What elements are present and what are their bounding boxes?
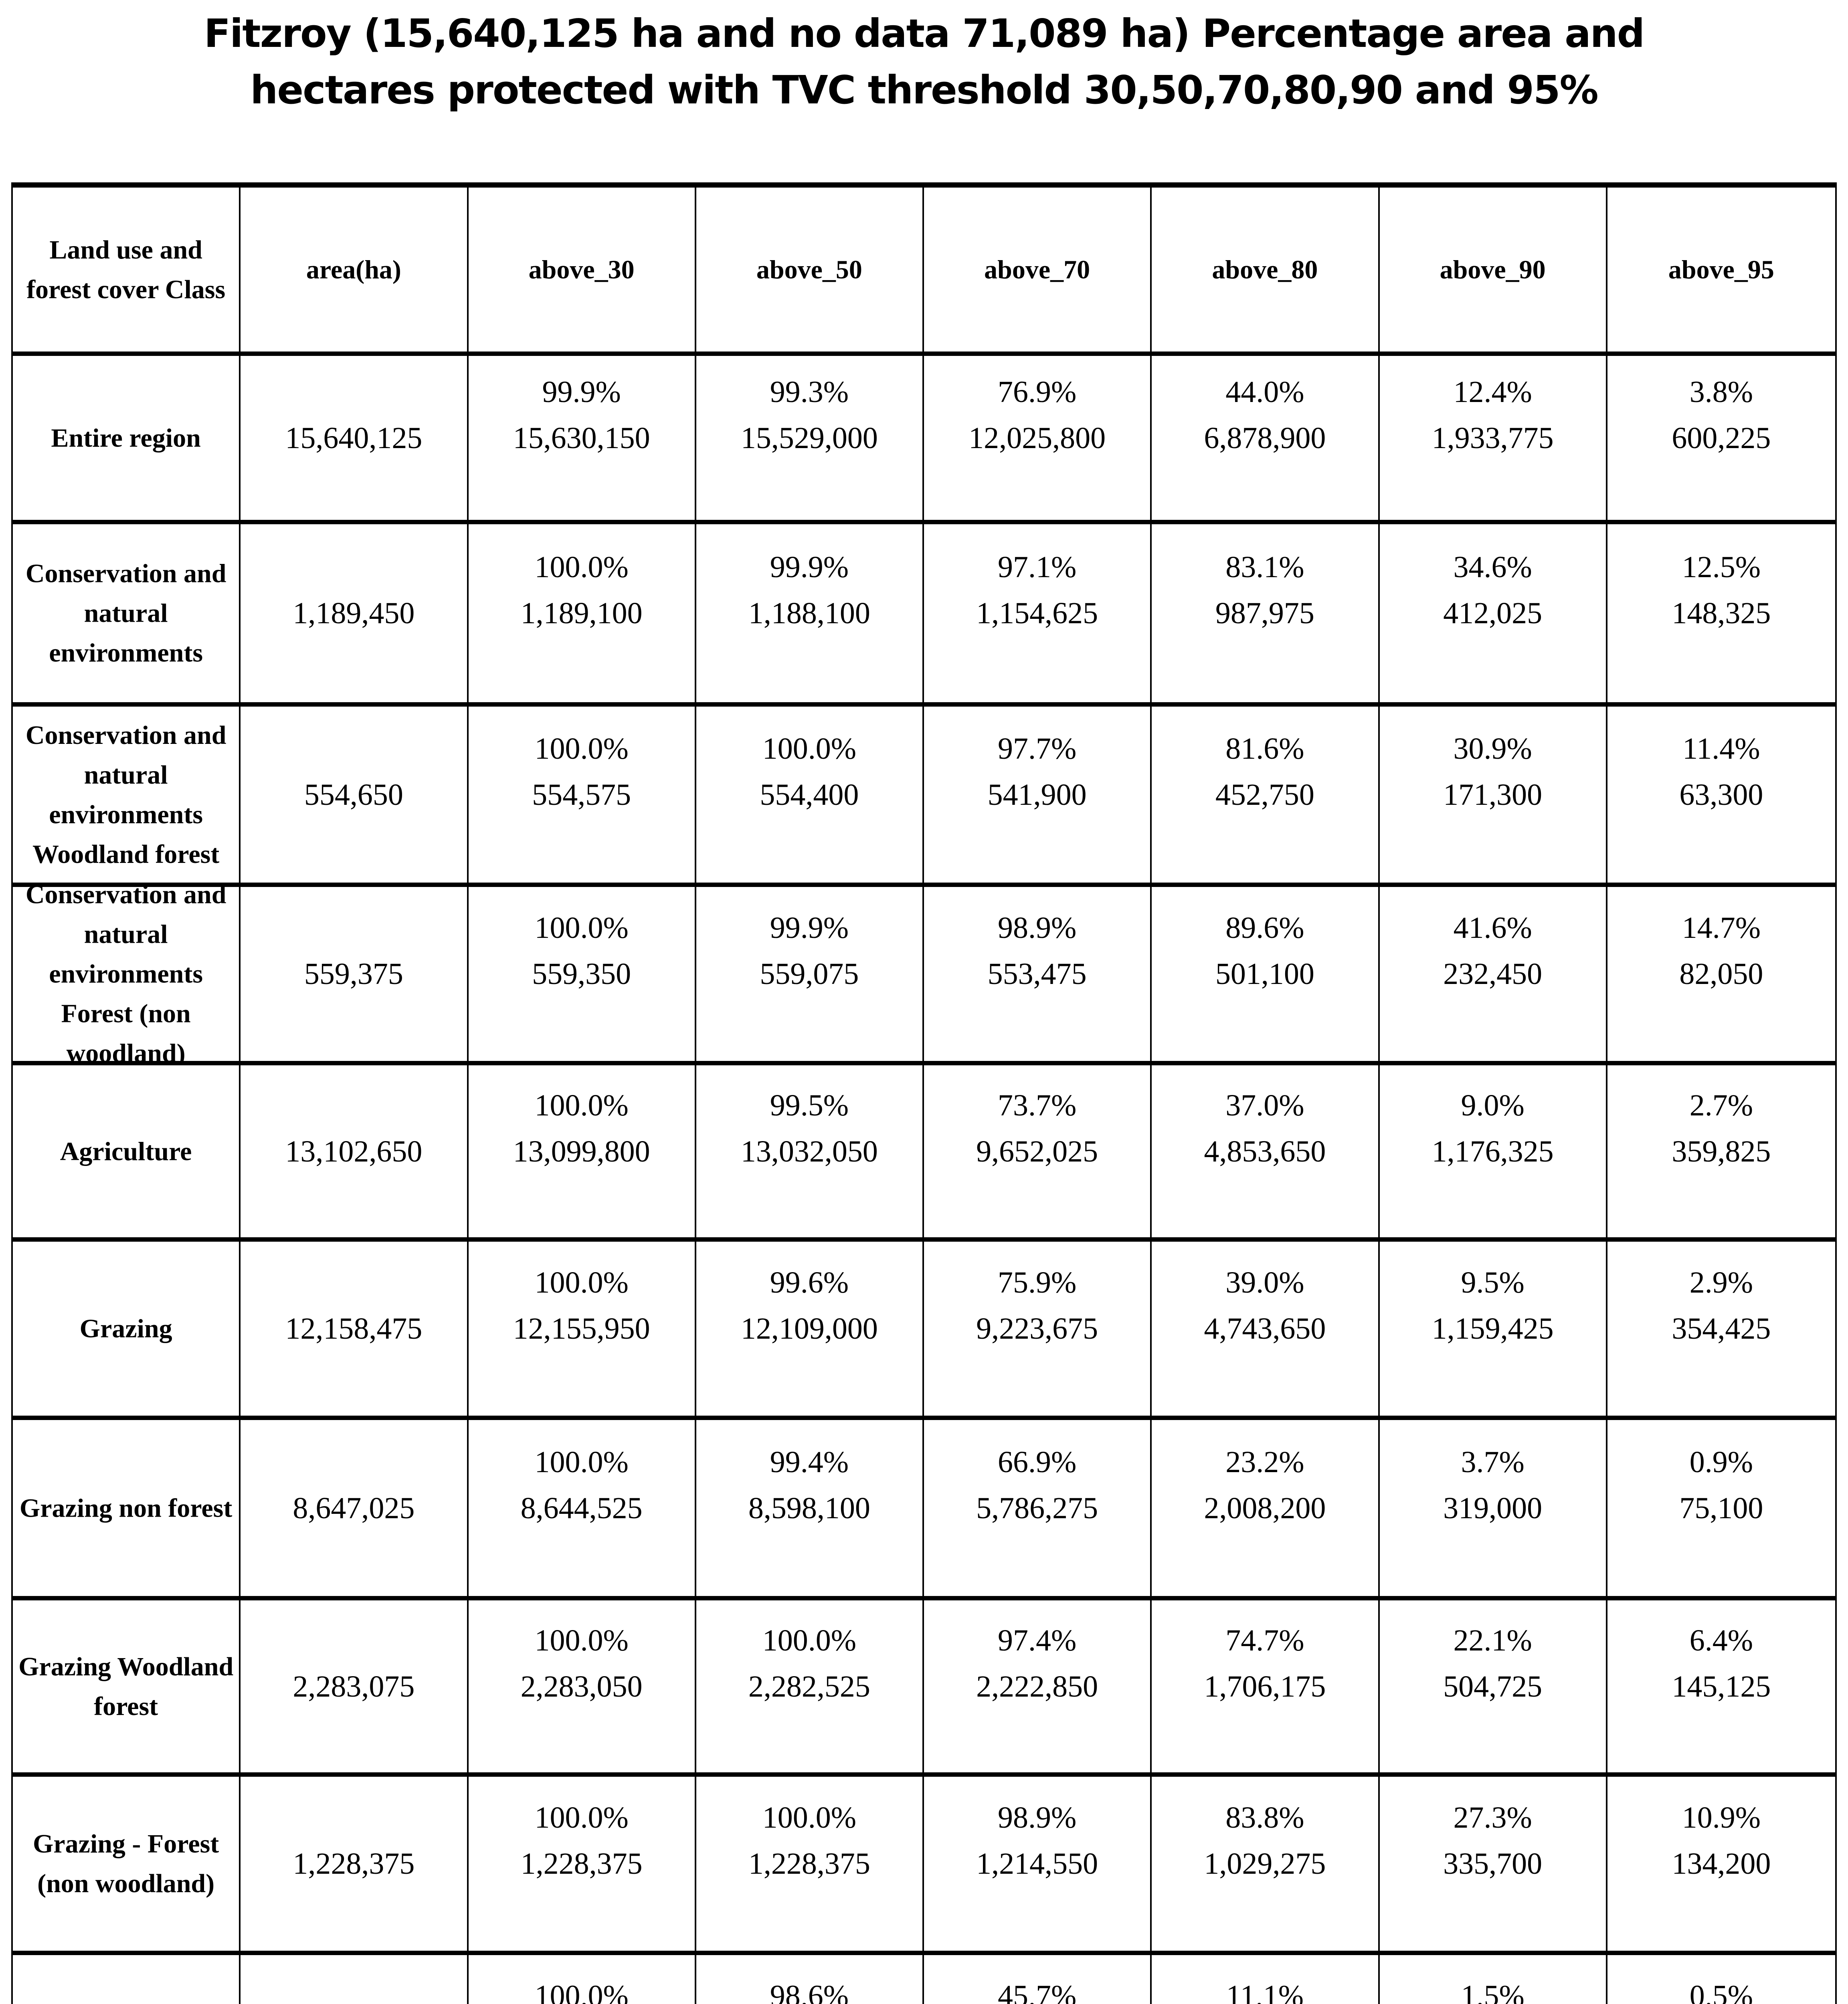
table-cell: 14.7% 82,050 — [1607, 887, 1835, 1065]
table-cell: 34.6% 412,025 — [1379, 524, 1607, 707]
table-cell: 1.5%12,550 — [1379, 1955, 1607, 2004]
page-title: Fitzroy (15,640,125 ha and no data 71,08… — [192, 6, 1656, 118]
table-cell: 83.8% 1,029,275 — [1152, 1777, 1380, 1955]
page-title-line2: hectares protected with TVC threshold 30… — [250, 67, 1598, 113]
table-cell: 98.9% 1,214,550 — [924, 1777, 1152, 1955]
table-cell-area: 812,825 — [241, 1955, 469, 2004]
table-cell: 75.9% 9,223,675 — [924, 1242, 1152, 1420]
table-row-label: Grazing — [13, 1242, 241, 1420]
table-cell: 73.7% 9,652,025 — [924, 1065, 1152, 1242]
table-cell: 11.4% 63,300 — [1607, 707, 1835, 887]
table-cell: 100.0% 12,155,950 — [468, 1242, 696, 1420]
table-row-label: Cropping — [13, 1955, 241, 2004]
table-cell: 100.0% 8,644,525 — [468, 1420, 696, 1600]
table-cell: 100.0% 2,282,525 — [696, 1600, 924, 1777]
table-cell-area: 15,640,125 — [241, 356, 469, 524]
table-cell-area: 554,650 — [241, 707, 469, 887]
table-cell: 100.0% 554,400 — [696, 707, 924, 887]
table-cell: 81.6% 452,750 — [1152, 707, 1380, 887]
table-row-label: Conservation and natural environments Wo… — [13, 707, 241, 887]
header-above-95: above_95 — [1607, 188, 1835, 356]
table-cell: 99.5% 13,032,050 — [696, 1065, 924, 1242]
table-cell: 100.0% 2,283,050 — [468, 1600, 696, 1777]
table-cell: 98.6%801,125 — [696, 1955, 924, 2004]
table-cell: 66.9% 5,786,275 — [924, 1420, 1152, 1600]
table-cell-area: 2,283,075 — [241, 1600, 469, 1777]
table-cell-area: 1,228,375 — [241, 1777, 469, 1955]
header-above-50: above_50 — [696, 188, 924, 356]
table-cell: 100.0% 13,099,800 — [468, 1065, 696, 1242]
table-cell: 12.5% 148,325 — [1607, 524, 1835, 707]
table-cell: 99.9% 559,075 — [696, 887, 924, 1065]
table-cell: 39.0% 4,743,650 — [1152, 1242, 1380, 1420]
table-cell: 99.9% 1,188,100 — [696, 524, 924, 707]
table-cell: 0.5%3,850 — [1607, 1955, 1835, 2004]
header-above-80: above_80 — [1152, 188, 1380, 356]
table-cell: 3.8% 600,225 — [1607, 356, 1835, 524]
table-row-label: Entire region — [13, 356, 241, 524]
table-cell-area: 1,189,450 — [241, 524, 469, 707]
table-cell: 99.6% 12,109,000 — [696, 1242, 924, 1420]
table-cell: 0.9% 75,100 — [1607, 1420, 1835, 1600]
table-cell: 11.1%90,300 — [1152, 1955, 1380, 2004]
table-cell: 23.2% 2,008,200 — [1152, 1420, 1380, 1600]
table-cell: 100.0% 1,228,375 — [696, 1777, 924, 1955]
table-cell: 89.6% 501,100 — [1152, 887, 1380, 1065]
table-cell: 99.9% 15,630,150 — [468, 356, 696, 524]
data-table: Land use and forest cover Class area(ha)… — [11, 182, 1837, 2004]
table-cell: 12.4% 1,933,775 — [1379, 356, 1607, 524]
table-cell: 100.0% 554,575 — [468, 707, 696, 887]
table-cell-area: 12,158,475 — [241, 1242, 469, 1420]
table-cell: 45.7%371,075 — [924, 1955, 1152, 2004]
header-area: area(ha) — [241, 188, 469, 356]
header-above-90: above_90 — [1379, 188, 1607, 356]
table-row-label: Agriculture — [13, 1065, 241, 1242]
table-row-label: Grazing non forest — [13, 1420, 241, 1600]
table-cell: 100.0%812,525 — [468, 1955, 696, 2004]
table-cell: 10.9% 134,200 — [1607, 1777, 1835, 1955]
table-cell: 83.1% 987,975 — [1152, 524, 1380, 707]
table-cell: 100.0% 1,189,100 — [468, 524, 696, 707]
table-cell: 44.0% 6,878,900 — [1152, 356, 1380, 524]
table-cell: 41.6% 232,450 — [1379, 887, 1607, 1065]
table-cell: 9.5% 1,159,425 — [1379, 1242, 1607, 1420]
table-cell: 9.0% 1,176,325 — [1379, 1065, 1607, 1242]
table-row-label: Grazing - Forest (non woodland) — [13, 1777, 241, 1955]
table-row-label: Grazing Woodland forest — [13, 1600, 241, 1777]
header-class: Land use and forest cover Class — [13, 188, 241, 356]
table-cell: 2.7% 359,825 — [1607, 1065, 1835, 1242]
table-cell: 98.9% 553,475 — [924, 887, 1152, 1065]
table-cell: 3.7% 319,000 — [1379, 1420, 1607, 1600]
table-cell: 97.1% 1,154,625 — [924, 524, 1152, 707]
table-cell: 76.9% 12,025,800 — [924, 356, 1152, 524]
table-row-label: Conservation and natural environments Fo… — [13, 880, 241, 1068]
table-cell: 22.1% 504,725 — [1379, 1600, 1607, 1777]
table-cell: 74.7% 1,706,175 — [1152, 1600, 1380, 1777]
table-cell: 97.4% 2,222,850 — [924, 1600, 1152, 1777]
table-cell: 97.7% 541,900 — [924, 707, 1152, 887]
header-above-30: above_30 — [468, 188, 696, 356]
table-cell-area: 13,102,650 — [241, 1065, 469, 1242]
table-cell: 99.4% 8,598,100 — [696, 1420, 924, 1600]
table-cell-area: 8,647,025 — [241, 1420, 469, 1600]
table-cell: 100.0% 559,350 — [468, 887, 696, 1065]
table-cell: 30.9% 171,300 — [1379, 707, 1607, 887]
table-cell: 37.0% 4,853,650 — [1152, 1065, 1380, 1242]
table-cell: 6.4% 145,125 — [1607, 1600, 1835, 1777]
table-row-label: Conservation and natural environments — [13, 524, 241, 707]
page-title-line1: Fitzroy (15,640,125 ha and no data 71,08… — [204, 11, 1645, 56]
table-cell: 99.3% 15,529,000 — [696, 356, 924, 524]
table-cell: 27.3% 335,700 — [1379, 1777, 1607, 1955]
table-cell: 2.9% 354,425 — [1607, 1242, 1835, 1420]
table-cell-area: 559,375 — [241, 887, 469, 1065]
header-above-70: above_70 — [924, 188, 1152, 356]
table-cell: 100.0% 1,228,375 — [468, 1777, 696, 1955]
